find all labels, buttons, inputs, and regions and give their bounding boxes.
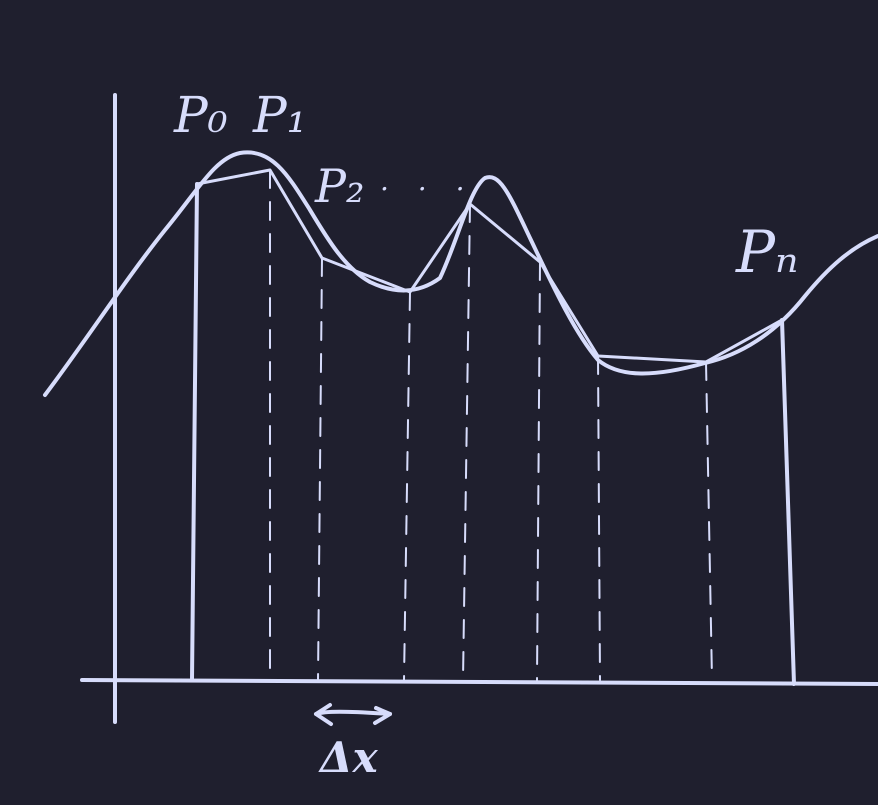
delta-x-arrow-left-head	[314, 703, 333, 726]
label-ellipsis: . . .	[380, 164, 475, 197]
delta-x-arrow-right-head	[373, 706, 392, 725]
delta-x-arrow	[314, 703, 392, 726]
label-delta-x: Δx	[318, 733, 379, 782]
chord-polyline	[195, 168, 784, 364]
label-p2: P₂	[314, 159, 364, 213]
curve	[43, 150, 878, 397]
right-boundary-line	[780, 318, 796, 686]
partition-lines	[269, 169, 713, 681]
label-pn: Pₙ	[735, 218, 799, 286]
partition-line-6	[597, 355, 601, 681]
x-axis	[80, 678, 878, 686]
left-boundary-line	[190, 182, 199, 682]
label-p1: P₁	[252, 86, 307, 144]
partition-line-5	[536, 261, 541, 681]
label-p0: P₀	[173, 86, 228, 144]
partition-line-p2	[317, 257, 323, 681]
delta-x-arrow-top-stroke	[314, 709, 392, 716]
partition-line-3	[403, 291, 411, 681]
partition-line-4	[462, 203, 471, 681]
partition-line-7	[705, 361, 713, 681]
